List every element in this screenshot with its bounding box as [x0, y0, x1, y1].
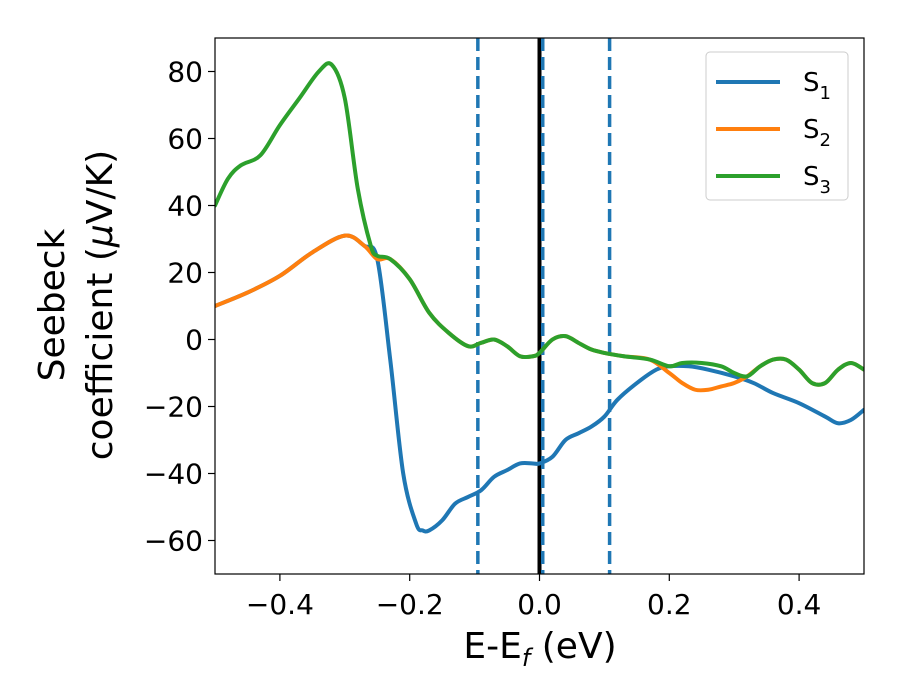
y-tick-label: 0	[185, 324, 203, 357]
x-tick-label: 0.4	[777, 588, 822, 621]
x-tick-label: −0.4	[246, 588, 314, 621]
y-tick-label: 20	[167, 257, 203, 290]
x-axis-label: E-Ef (eV)	[463, 626, 616, 672]
x-tick-label: 0.2	[647, 588, 692, 621]
y-axis-label-line2: coefficient (μV/K)	[80, 150, 121, 460]
x-tick-label: −0.2	[376, 588, 444, 621]
legend-label-s3: S3	[803, 162, 831, 198]
y-tick-label: 80	[167, 56, 203, 89]
y-tick-label: −40	[144, 458, 203, 491]
legend-box	[705, 51, 849, 201]
vertical-reference-lines	[476, 38, 612, 574]
x-tick-label: 0.0	[517, 588, 562, 621]
y-tick-label: −20	[144, 391, 203, 424]
legend-label-s2: S2	[803, 115, 831, 151]
y-axis: −60 −40 −20 0 20 40 60 80	[144, 56, 215, 558]
series-line-s3	[215, 61, 864, 387]
y-tick-label: 40	[167, 190, 203, 223]
legend: S1 S2 S3	[705, 51, 849, 201]
x-axis: −0.4 −0.2 0.0 0.2 0.4	[246, 574, 821, 621]
y-tick-label: −60	[144, 525, 203, 558]
y-axis-label: Seebeck coefficient (μV/K)	[32, 150, 121, 460]
legend-label-s1: S1	[803, 68, 831, 104]
y-tick-label: 60	[167, 123, 203, 156]
y-axis-label-line1: Seebeck	[32, 228, 73, 381]
series-lines	[215, 61, 864, 534]
